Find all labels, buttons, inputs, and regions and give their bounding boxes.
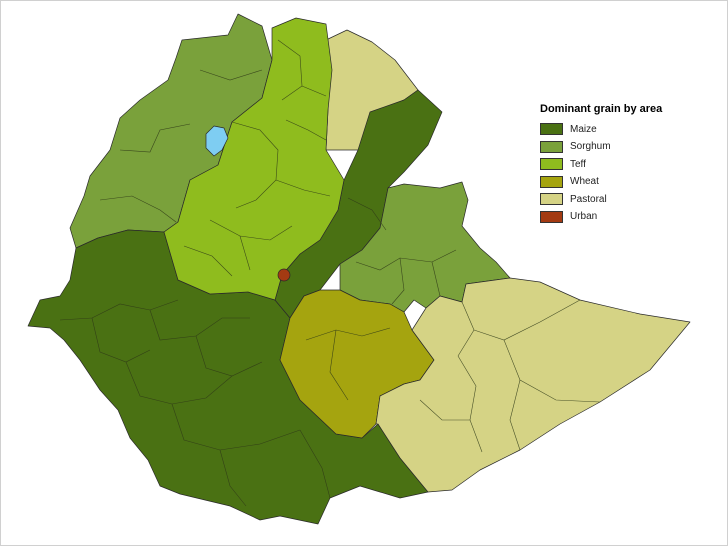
legend-item-wheat: Wheat [540, 174, 690, 190]
legend-label-teff: Teff [570, 158, 586, 170]
lake-tana [205, 125, 229, 157]
urban-addis-ababa [277, 268, 291, 282]
legend-title: Dominant grain by area [540, 103, 663, 115]
region-teff-highlands [163, 17, 345, 301]
legend-swatch-wheat [540, 175, 563, 188]
legend-item-sorghum: Sorghum [540, 139, 690, 155]
legend-label-maize: Maize [570, 123, 597, 135]
legend-swatch-teff [540, 158, 563, 170]
legend-label-urban: Urban [570, 211, 598, 222]
legend-item-pastoral: Pastoral [540, 191, 690, 207]
legend-swatch-maize [540, 123, 563, 135]
district-boundaries [59, 39, 601, 507]
legend-swatch-urban [540, 210, 563, 223]
legend-swatch-pastoral [540, 193, 563, 205]
map-legend: Dominant grain by area Maize Sorghum Tef… [540, 103, 690, 226]
legend-label-pastoral: Pastoral [570, 193, 607, 205]
legend-swatch-sorghum [540, 140, 563, 153]
legend-item-urban: Urban [540, 209, 690, 225]
legend-item-maize: Maize [540, 121, 690, 137]
legend-item-teff: Teff [540, 156, 690, 172]
region-pastoral-southeast [375, 277, 691, 493]
legend-label-sorghum: Sorghum [570, 141, 611, 152]
legend-label-wheat: Wheat [570, 176, 599, 187]
